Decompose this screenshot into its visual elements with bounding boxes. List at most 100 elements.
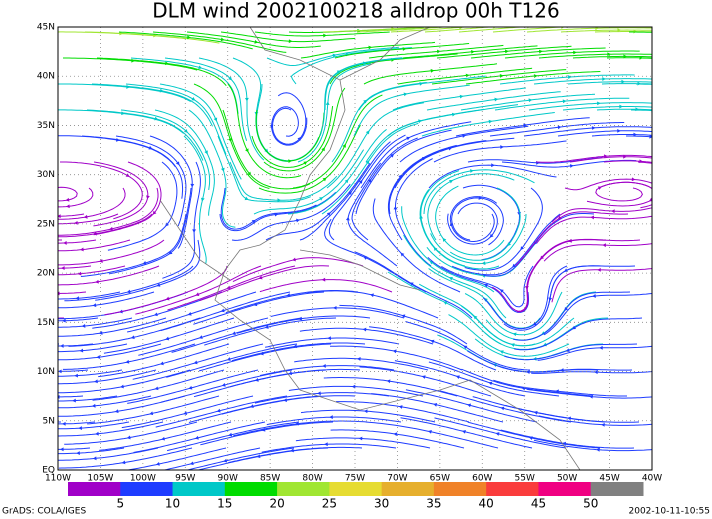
y-tick-label: 5N: [43, 416, 55, 426]
arrowhead: [345, 216, 350, 221]
streamline: [483, 213, 595, 277]
streamline: [62, 343, 196, 370]
arrowhead: [293, 344, 297, 349]
streamline: [162, 447, 261, 470]
colorbar-segment: [486, 482, 539, 496]
streamline: [631, 109, 652, 112]
arrowhead: [332, 53, 337, 58]
arrowhead: [623, 154, 627, 159]
streamline: [266, 46, 399, 67]
arrowhead: [60, 447, 64, 452]
y-tick-label: 30N: [37, 170, 55, 180]
arrowhead: [38, 211, 42, 215]
arrowhead: [596, 447, 600, 452]
arrowhead: [601, 422, 605, 427]
arrowhead: [41, 446, 45, 450]
streamline: [465, 71, 601, 85]
arrowhead: [220, 167, 225, 172]
streamline: [427, 257, 529, 313]
streamline: [93, 161, 149, 227]
streamline: [534, 265, 636, 327]
streamline: [526, 388, 652, 399]
arrowhead: [244, 196, 249, 201]
arrowhead: [81, 324, 86, 328]
arrowhead: [400, 252, 405, 257]
arrowhead: [194, 435, 199, 440]
streamline: [58, 421, 130, 430]
streamline: [336, 401, 470, 423]
arrowhead: [77, 271, 82, 276]
arrowhead: [617, 128, 621, 133]
arrowhead: [223, 458, 228, 463]
arrowhead: [386, 379, 391, 384]
colorbar-segment: [433, 482, 487, 496]
arrowhead: [99, 259, 103, 263]
arrowhead: [448, 276, 453, 281]
colorbar-segment: [224, 482, 278, 496]
arrowhead: [419, 81, 424, 86]
streamline: [37, 395, 49, 396]
arrowhead: [292, 257, 296, 262]
arrowhead: [121, 460, 126, 465]
streamline: [196, 447, 329, 470]
streamline: [93, 161, 162, 236]
arrowhead: [403, 92, 408, 97]
arrowhead: [168, 250, 173, 255]
streamline: [557, 130, 652, 137]
arrowhead: [560, 368, 564, 372]
streamline: [405, 389, 538, 423]
streamline: [58, 317, 99, 322]
streamline: [271, 106, 308, 146]
streamline: [92, 369, 225, 401]
streamline: [188, 109, 236, 228]
arrowhead: [597, 267, 601, 272]
streamline: [464, 291, 563, 336]
arrowhead: [602, 77, 606, 81]
streamline: [58, 83, 192, 103]
arrowhead: [471, 49, 475, 54]
arrowhead: [437, 49, 441, 54]
streamline: [360, 121, 472, 189]
streamline: [505, 404, 640, 423]
arrowhead: [295, 421, 299, 426]
streamline: [401, 206, 495, 293]
streamline: [58, 187, 159, 236]
streamline: [537, 345, 652, 361]
arrowhead: [290, 448, 294, 453]
arrowhead: [488, 119, 493, 124]
streamline: [499, 74, 635, 85]
colorbar-label: 25: [322, 497, 337, 511]
coastlines: [159, 27, 581, 470]
arrowhead: [430, 68, 435, 73]
arrowhead: [220, 308, 225, 313]
arrowhead: [155, 462, 160, 466]
arrowhead: [40, 290, 44, 294]
colorbar-label: 30: [374, 497, 389, 511]
streamline: [294, 357, 429, 371]
streamline: [166, 343, 298, 378]
streamline: [58, 291, 87, 295]
arrowhead: [231, 331, 236, 336]
streamline: [472, 396, 606, 423]
streamline: [164, 57, 248, 141]
arrowhead: [500, 406, 505, 411]
colorbar-segment: [538, 482, 592, 496]
streamline: [405, 321, 531, 371]
arrowhead: [92, 456, 97, 461]
arrowhead: [649, 134, 652, 139]
streamline: [162, 161, 201, 279]
arrowhead: [321, 147, 325, 152]
arrowhead: [500, 145, 504, 149]
arrowhead: [79, 348, 84, 353]
streamline: [439, 390, 572, 423]
arrowhead: [75, 296, 80, 301]
streamline: [538, 53, 652, 59]
arrowhead: [44, 238, 48, 242]
streamline: [533, 78, 652, 85]
arrowhead: [109, 226, 113, 231]
streamline: [121, 395, 254, 429]
x-tick-label: 75W: [345, 474, 365, 484]
arrowhead: [277, 198, 281, 203]
x-tick-label: 100W: [130, 474, 156, 484]
